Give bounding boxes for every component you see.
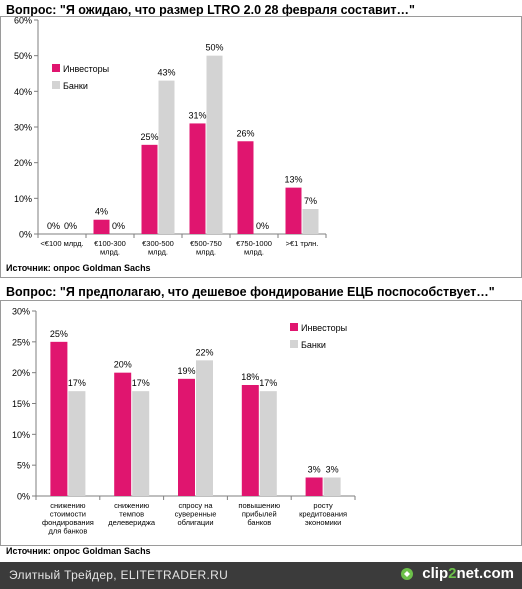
- footer-caption: Элитный Трейдер, ELITETRADER.RU: [9, 568, 229, 582]
- chart2-y-tick-label: 30%: [12, 307, 30, 317]
- chart2-data-label: 17%: [132, 378, 150, 388]
- chart1-data-label: 25%: [140, 132, 158, 142]
- chart2-legend-label: Банки: [301, 340, 326, 350]
- chart1-y-tick-label: 40%: [14, 87, 32, 97]
- chart1-x-tick-label: млрд.: [244, 248, 264, 257]
- chart1-data-label: 4%: [95, 207, 108, 217]
- chart1-data-label: 43%: [157, 68, 175, 78]
- chart2-x-tick-label: банков: [247, 518, 271, 527]
- chart1-data-label: 0%: [64, 221, 77, 231]
- chart1-source: Источник: опрос Goldman Sachs: [6, 263, 151, 273]
- chart2-y-tick-label: 20%: [12, 368, 30, 378]
- chart1-x-tick-label: €100-300: [94, 239, 126, 248]
- chart1-bar-investors: [93, 219, 110, 234]
- chart2-legend-swatch: [290, 340, 298, 348]
- chart2-x-tick-label: делевериджа: [108, 518, 156, 527]
- chart1-x-tick-label: >€1 трлн.: [286, 239, 319, 248]
- chart1-x-tick-label: €750-1000: [236, 239, 272, 248]
- chart2-x-tick-label: снижению: [50, 501, 86, 510]
- chart2-data-label: 25%: [50, 329, 68, 339]
- chart1: 0% 10% 20% 30% 40% 50% 60% 0% 0% <€100 млрд. 4% 0% €…: [0, 16, 522, 278]
- chart1-x-tick-label: млрд.: [148, 248, 168, 257]
- chart1-legend-label: Банки: [63, 81, 88, 91]
- chart1-y-tick-label: 30%: [14, 123, 32, 133]
- chart1-y-tick-label: 0%: [19, 230, 32, 240]
- chart1-bar-investors: [141, 144, 158, 234]
- chart1-data-label: 26%: [236, 128, 254, 138]
- chart2-x-tick-label: повышению: [238, 501, 280, 510]
- chart1-legend-swatch: [52, 81, 60, 89]
- chart1-legend-swatch: [52, 64, 60, 72]
- chart1-bar-banks: [206, 55, 223, 234]
- chart2-y-tick-label: 15%: [12, 399, 30, 409]
- chart2-x-tick-label: стоимости: [50, 510, 86, 519]
- chart1-data-label: 0%: [256, 221, 269, 231]
- clip2net-logo: clip2net.com: [422, 565, 514, 582]
- chart2-x-tick-label: снижению: [114, 501, 150, 510]
- chart1-bar-banks: [302, 209, 319, 234]
- chart1-bar-banks: [158, 80, 175, 234]
- chart1-data-label: 13%: [284, 175, 302, 185]
- chart2-legend-label: Инвесторы: [301, 323, 347, 333]
- chart2-x-tick-label: облигации: [177, 518, 213, 527]
- chart2-legend-swatch: [290, 323, 298, 331]
- chart2-x-tick-label: прибылей: [242, 510, 277, 519]
- chart1-y-tick-label: 20%: [14, 158, 32, 168]
- chart2-x-tick-label: для банков: [48, 527, 87, 536]
- chart1-data-label: 0%: [47, 221, 60, 231]
- chart2-data-label: 18%: [241, 372, 259, 382]
- chart2-y-tick-label: 25%: [12, 337, 30, 347]
- chart2-bar-banks: [196, 360, 213, 496]
- chart1-data-label: 50%: [205, 43, 223, 53]
- chart2-x-tick-label: кредитования: [299, 510, 347, 519]
- chart2-bar-investors: [305, 477, 323, 496]
- chart2-y-tick-label: 10%: [12, 430, 30, 440]
- chart2-bar-banks: [132, 391, 150, 496]
- chart2-bar-investors: [241, 385, 259, 496]
- chart1-bar-investors: [285, 187, 302, 234]
- chart2-data-label: 20%: [114, 360, 132, 370]
- chart2-bar-investors: [114, 372, 132, 496]
- chart1-data-label: 7%: [304, 196, 317, 206]
- chart2-title: Вопрос: "Я предполагаю, что дешевое фонд…: [6, 285, 495, 299]
- chart2-bar-banks: [68, 391, 86, 496]
- chart2-source: Источник: опрос Goldman Sachs: [6, 546, 151, 556]
- watermark-footer: Элитный Трейдер, ELITETRADER.RU clip2net…: [0, 562, 522, 589]
- chart1-y-tick-label: 50%: [14, 51, 32, 61]
- chart1-bar-investors: [237, 141, 254, 234]
- chart2-data-label: 22%: [195, 347, 213, 357]
- chart2-bar-banks: [259, 391, 277, 496]
- chart1-y-tick-label: 10%: [14, 194, 32, 204]
- chart2-y-tick-label: 0%: [17, 492, 30, 502]
- chart2-data-label: 19%: [177, 366, 195, 376]
- chart2-x-tick-label: суверенные: [175, 510, 217, 519]
- chart1-data-label: 31%: [188, 110, 206, 120]
- chart2-bar-investors: [178, 378, 195, 496]
- chart2-data-label: 17%: [68, 378, 86, 388]
- chart2-x-tick-label: росту: [313, 501, 333, 510]
- chart2: 0%5%10%15%20%25%30%25%17%снижениюстоимос…: [0, 300, 522, 546]
- chart1-x-tick-label: €500-750: [190, 239, 222, 248]
- chart1-x-tick-label: млрд.: [196, 248, 216, 257]
- chart2-x-tick-label: темпов: [119, 510, 144, 519]
- chart2-y-tick-label: 5%: [17, 461, 30, 471]
- chart2-data-label: 17%: [259, 378, 277, 388]
- chart2-data-label: 3%: [326, 465, 339, 475]
- clip2net-logo-icon: [401, 568, 413, 580]
- chart1-data-label: 0%: [112, 221, 125, 231]
- chart2-bar-investors: [50, 341, 68, 496]
- chart2-x-tick-label: экономики: [305, 518, 342, 527]
- chart1-x-tick-label: <€100 млрд.: [40, 239, 83, 248]
- chart1-x-tick-label: млрд.: [100, 248, 120, 257]
- chart1-y-tick-label: 60%: [14, 16, 32, 26]
- chart1-legend-label: Инвесторы: [63, 64, 109, 74]
- chart1-x-tick-label: €300-500: [142, 239, 174, 248]
- chart1-title: Вопрос: "Я ожидаю, что размер LTRO 2.0 2…: [6, 3, 415, 17]
- chart2-x-tick-label: спросу на: [178, 501, 213, 510]
- chart2-bar-banks: [323, 477, 341, 496]
- chart2-data-label: 3%: [308, 465, 321, 475]
- chart1-bar-investors: [189, 123, 206, 234]
- chart2-x-tick-label: фондирования: [42, 518, 94, 527]
